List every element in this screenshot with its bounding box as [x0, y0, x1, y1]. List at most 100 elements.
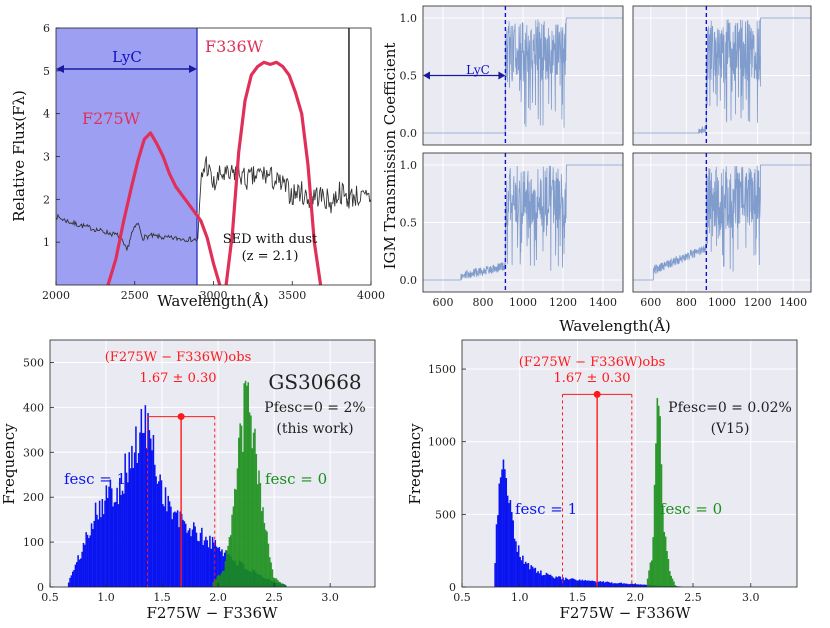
hist-bar-fesc1	[571, 578, 574, 587]
hist-bar-fesc1	[612, 583, 614, 587]
hist-d-plot-area	[462, 340, 797, 587]
hist-x-tick-label: 3.0	[742, 591, 760, 604]
hist-bar-fesc1	[100, 517, 102, 587]
hist-bar-fesc0	[653, 484, 656, 587]
hist-bar-fesc1	[218, 547, 221, 587]
hist-bar-fesc1	[553, 578, 556, 587]
hist-bar-fesc1	[209, 535, 211, 587]
hist-bar-fesc1	[98, 500, 101, 587]
hist-bar-fesc1	[513, 538, 516, 587]
hist-bar-fesc0	[232, 506, 235, 587]
hist-bar-fesc1	[113, 502, 116, 587]
hist-bar-fesc1	[620, 582, 623, 587]
igm-y-tick-label: 0.0	[400, 127, 418, 140]
hist-bar-fesc1	[206, 540, 208, 587]
hist-bar-fesc1	[578, 579, 581, 587]
hist-bar-fesc1	[498, 483, 501, 587]
hist-bar-fesc1	[195, 532, 198, 587]
hist-bar-fesc0	[246, 385, 248, 587]
hist-bar-fesc1	[526, 563, 528, 587]
hist-bar-fesc1	[495, 524, 498, 587]
hist-bar-fesc1	[509, 500, 512, 587]
hist-bar-fesc1	[160, 480, 163, 587]
hist-bar-fesc0	[262, 507, 264, 587]
hist-c-x-axis-label: F275W − F336W	[146, 604, 278, 622]
hist-bar-fesc1	[149, 438, 152, 587]
hist-bar-fesc1	[97, 519, 100, 587]
hist-bar-fesc0	[664, 536, 667, 587]
igm-transmission-curve	[633, 17, 811, 134]
hist-bar-fesc0	[220, 573, 223, 587]
hist-bar-fesc1	[573, 579, 575, 587]
hist-y-tick-label: 100	[23, 536, 44, 549]
hist-bar-fesc1	[70, 575, 73, 587]
hist-y-tick-label: 0	[449, 581, 456, 594]
hist-bar-fesc1	[499, 477, 502, 587]
hist-bar-fesc1	[635, 584, 638, 587]
hist-bar-fesc0	[213, 580, 216, 587]
hist-c-y-axis-label: Frequency	[0, 423, 18, 505]
hist-bar-fesc1	[148, 430, 151, 587]
hist-bar-fesc1	[202, 545, 204, 587]
hist-y-tick-label: 500	[23, 356, 44, 369]
hist-bar-fesc1	[76, 562, 78, 587]
hist-bar-fesc0	[652, 537, 654, 587]
hist-bar-fesc1	[125, 472, 128, 587]
hist-bar-fesc1	[154, 464, 156, 587]
hist-bar-fesc1	[162, 504, 164, 587]
hist-bar-fesc1	[577, 580, 580, 587]
hist-bar-fesc0	[666, 551, 668, 587]
hist-bar-fesc1	[136, 462, 139, 587]
hist-bar-fesc1	[137, 453, 140, 587]
hist-bar-fesc1	[512, 520, 514, 587]
hist-bar-fesc0	[260, 511, 263, 587]
hist-bar-fesc1	[182, 519, 184, 587]
hist-bar-fesc1	[510, 512, 513, 587]
filter-curve-f336w	[224, 60, 323, 286]
hist-bar-fesc1	[69, 577, 71, 587]
hist-bar-fesc1	[115, 501, 117, 587]
hist-bar-fesc1	[610, 582, 613, 587]
hist-bar-fesc1	[132, 468, 135, 587]
histogram-this-work: 0.5 1.0 1.5 2.0 2.5 3.0 0 100 200 300 400 500 (F27…	[0, 339, 376, 622]
hist-bar-fesc1	[580, 580, 582, 587]
hist-bar-fesc1	[120, 495, 122, 587]
hist-bar-fesc1	[630, 583, 632, 587]
hist-bar-fesc1	[645, 584, 648, 587]
igm-x-tick-label: 1200	[744, 296, 772, 309]
hist-bar-fesc1	[89, 535, 91, 587]
hist-bar-fesc0	[673, 581, 675, 587]
lyc-arrow-left-head	[56, 65, 64, 73]
hist-c-obs-value: 1.67 ± 0.30	[139, 371, 216, 386]
legend-f275w: F275W	[82, 109, 141, 128]
igm-x-tick-label: 800	[676, 296, 697, 309]
hist-bar-fesc0	[256, 484, 259, 587]
hist-bar-fesc1	[628, 584, 631, 587]
hist-bar-fesc0	[228, 537, 231, 587]
hist-bar-fesc1	[205, 536, 207, 587]
hist-bar-fesc1	[601, 582, 603, 587]
hist-bar-fesc1	[519, 557, 521, 587]
hist-bar-fesc1	[603, 582, 606, 587]
hist-x-tick-label: 2.0	[627, 591, 645, 604]
hist-bar-fesc0	[248, 412, 251, 587]
hist-x-tick-label: 2.0	[209, 591, 227, 604]
hist-bar-fesc1	[591, 580, 593, 587]
hist-bar-fesc1	[638, 584, 641, 587]
hist-bar-fesc1	[599, 581, 602, 587]
hist-bar-fesc1	[121, 490, 124, 587]
hist-bar-fesc1	[605, 581, 607, 587]
hist-bar-fesc0	[650, 560, 653, 587]
hist-bar-fesc1	[516, 551, 519, 587]
hist-bar-fesc1	[158, 481, 160, 587]
hist-bar-fesc1	[188, 528, 191, 587]
hist-bar-fesc1	[167, 495, 169, 587]
igm-transmission-curve	[423, 164, 623, 281]
hist-bar-fesc1	[105, 485, 108, 587]
hist-bar-fesc1	[123, 493, 125, 587]
igm-lyc-arrow-right-head	[498, 71, 506, 80]
hist-bar-fesc0	[247, 382, 250, 587]
obs-marker	[593, 390, 601, 398]
filter-curve-f275w	[106, 131, 222, 286]
hist-bar-fesc1	[171, 519, 174, 587]
